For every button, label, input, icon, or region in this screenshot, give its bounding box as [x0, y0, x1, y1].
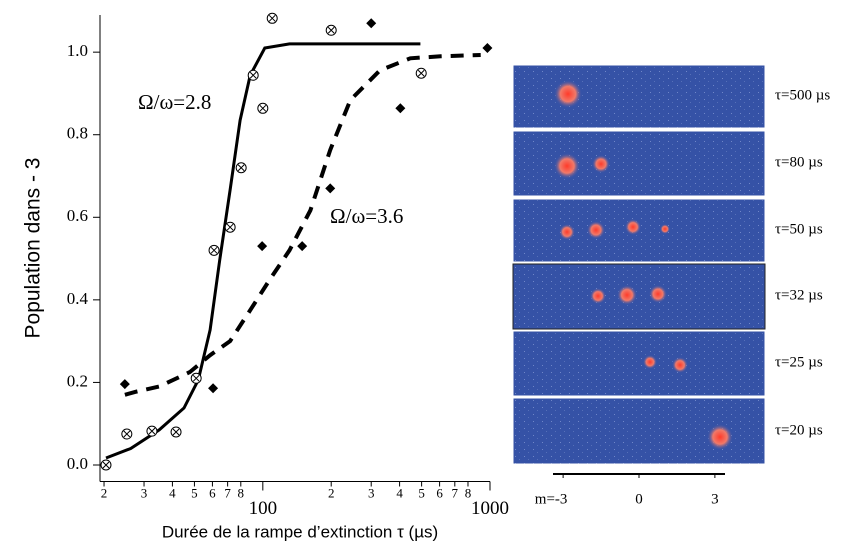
series-label: Ω/ω=2.8: [138, 90, 211, 114]
y-tick-label: 0.2: [67, 371, 88, 390]
cross-marker: [327, 26, 335, 34]
data-point: [146, 425, 158, 437]
diamond-marker: [257, 241, 268, 252]
atom-cloud: [554, 153, 580, 179]
data-point: [266, 12, 278, 24]
atom-cloud: [660, 224, 670, 234]
cross-marker: [172, 428, 180, 436]
atom-cloud: [625, 219, 641, 235]
y-tick-label: 0.0: [67, 454, 88, 473]
data-point: [395, 103, 406, 114]
image-panel: [512, 330, 766, 397]
data-point: [325, 24, 337, 36]
diamond-marker: [325, 183, 336, 194]
panel-label: τ=25 µs: [775, 354, 823, 370]
x-tick-label: 7: [452, 485, 459, 500]
image-panels: [512, 64, 766, 465]
diamond-marker: [366, 18, 377, 29]
atom-cloud: [707, 424, 733, 450]
cross-marker: [268, 14, 276, 22]
cross-marker: [249, 71, 257, 79]
cross-marker: [102, 461, 110, 469]
x-tick-label: 4: [169, 485, 176, 500]
y-tick-label: 0.8: [67, 124, 88, 143]
data-point: [119, 379, 130, 390]
atom-cloud: [592, 155, 610, 173]
y-tick-label: 1.0: [67, 41, 88, 60]
m-tick-label: 0: [635, 491, 643, 507]
x-tick-label: 5: [191, 485, 198, 500]
image-panel: [512, 64, 766, 129]
panel-label: τ=20 µs: [775, 422, 823, 438]
cross-marker: [192, 374, 200, 382]
x-tick-label: 1000: [471, 498, 509, 519]
data-point: [170, 426, 182, 438]
diamond-marker: [297, 241, 308, 252]
data-point: [257, 241, 268, 252]
data-point: [325, 183, 336, 194]
x-axis-title: Durée de la rampe d’extinction τ (µs): [162, 522, 438, 541]
panel-label: τ=80 µs: [775, 154, 823, 170]
data-point: [224, 221, 236, 233]
data-point: [208, 383, 219, 394]
cross-marker: [226, 223, 234, 231]
data-point: [100, 459, 112, 471]
x-tick-label: 4: [396, 485, 403, 500]
cross-marker: [417, 69, 425, 77]
data-point: [190, 372, 202, 384]
x-tick-label: 8: [238, 485, 245, 500]
x-tick-label: 3: [368, 485, 375, 500]
m-tick-label: 3: [711, 491, 719, 507]
data-point: [247, 69, 259, 81]
panel-label: τ=50 µs: [775, 221, 823, 237]
x-tick-label: 2: [101, 485, 108, 500]
panel-label: τ=32 µs: [775, 287, 823, 303]
y-tick-label: 0.4: [67, 289, 89, 308]
diamond-marker: [119, 379, 130, 390]
data-point: [415, 67, 427, 79]
x-tick-label: 100: [249, 498, 278, 519]
x-tick-label: 3: [141, 485, 148, 500]
series-label: Ω/ω=3.6: [330, 204, 403, 228]
cross-marker: [123, 430, 131, 438]
cross-marker: [237, 164, 245, 172]
atom-cloud: [554, 80, 582, 108]
x-tick-label: 5: [418, 485, 425, 500]
fit-line: [124, 53, 481, 397]
panel-label: τ=500 µs: [775, 87, 830, 103]
x-tick-label: 7: [224, 485, 231, 500]
data-point: [121, 428, 133, 440]
atom-cloud: [617, 285, 637, 305]
x-tick-label: 8: [465, 485, 472, 500]
data-point: [482, 43, 493, 54]
x-tick-label: 6: [436, 485, 443, 500]
diamond-marker: [208, 383, 219, 394]
y-axis-title: Population dans - 3: [22, 158, 45, 339]
image-panel: [512, 130, 766, 197]
data-point: [208, 244, 220, 256]
image-panel: [512, 263, 766, 330]
x-tick-label: 2: [328, 485, 335, 500]
fit-line: [105, 42, 421, 460]
atom-cloud: [587, 221, 605, 239]
atom-cloud: [590, 288, 606, 304]
diamond-marker: [395, 103, 406, 114]
diamond-marker: [482, 43, 493, 54]
data-point: [257, 102, 269, 114]
data-point: [235, 162, 247, 174]
y-tick-label: 0.6: [67, 206, 88, 225]
data-point: [297, 241, 308, 252]
atom-cloud: [559, 224, 575, 240]
atom-cloud: [649, 285, 667, 303]
cross-marker: [259, 104, 267, 112]
cross-marker: [210, 246, 218, 254]
cross-marker: [148, 427, 156, 435]
m-tick-label: m=-3: [535, 491, 568, 507]
atom-cloud: [643, 355, 657, 369]
atom-cloud: [672, 357, 688, 373]
data-point: [366, 18, 377, 29]
x-tick-label: 6: [209, 485, 216, 500]
